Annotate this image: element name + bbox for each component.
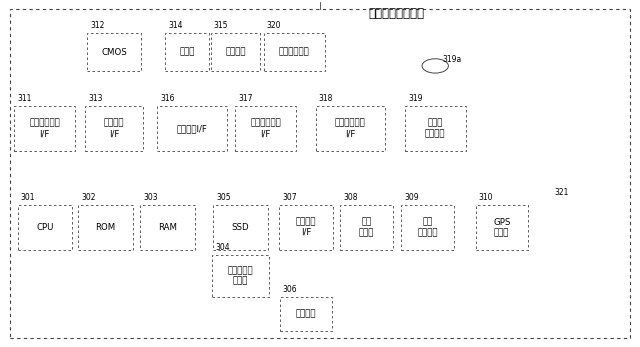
Bar [279, 205, 333, 250]
Text: ROM: ROM [95, 223, 116, 232]
Text: 320: 320 [267, 21, 282, 30]
Text: メディア
I/F: メディア I/F [296, 218, 316, 237]
Text: CPU: CPU [36, 223, 54, 232]
Text: 遠隔会議実施端末: 遠隔会議実施端末 [369, 7, 425, 20]
Text: 音入出カI/F: 音入出カI/F [177, 124, 207, 133]
Text: 撮像素子
I/F: 撮像素子 I/F [104, 119, 124, 138]
Text: 317: 317 [239, 94, 253, 103]
Text: CMOS: CMOS [101, 48, 127, 57]
Text: RAM: RAM [158, 223, 177, 232]
Text: 307: 307 [282, 193, 296, 202]
Bar [165, 33, 209, 71]
Text: 近距離
通信回路: 近距離 通信回路 [425, 119, 445, 138]
Text: フラッシュ
メモリ: フラッシュ メモリ [228, 266, 253, 286]
Text: 319a: 319a [443, 55, 462, 64]
Bar [211, 33, 260, 71]
Text: 操作
ボタン: 操作 ボタン [359, 218, 374, 237]
Bar [212, 255, 269, 297]
Bar [141, 205, 195, 250]
Text: 315: 315 [214, 21, 228, 30]
Bar [280, 297, 332, 331]
Bar [18, 205, 72, 250]
Bar [340, 205, 393, 250]
Bar [85, 106, 143, 151]
Text: 318: 318 [319, 94, 333, 103]
Text: 310: 310 [479, 193, 493, 202]
Bar [79, 205, 133, 250]
Text: 311: 311 [18, 94, 32, 103]
Text: 313: 313 [88, 94, 103, 103]
Text: SSD: SSD [232, 223, 250, 232]
Bar [476, 205, 528, 250]
Text: 321: 321 [555, 188, 569, 197]
Bar [401, 205, 454, 250]
Text: 312: 312 [90, 21, 104, 30]
Text: 305: 305 [216, 193, 231, 202]
Text: スピーカ: スピーカ [225, 48, 246, 57]
Text: 302: 302 [82, 193, 96, 202]
Bar [264, 33, 325, 71]
Text: 308: 308 [344, 193, 358, 202]
Bar [157, 106, 227, 151]
Bar [86, 33, 141, 71]
Text: ディスプレイ
I/F: ディスプレイ I/F [250, 119, 281, 138]
Text: GPS
受信部: GPS 受信部 [493, 218, 511, 237]
Text: 316: 316 [161, 94, 175, 103]
Bar [405, 106, 466, 151]
Text: ディスプレイ: ディスプレイ [279, 48, 310, 57]
Text: 314: 314 [168, 21, 183, 30]
Text: 電源
スイッチ: 電源 スイッチ [417, 218, 438, 237]
Bar [15, 106, 76, 151]
Text: ネットワーク
I/F: ネットワーク I/F [29, 119, 60, 138]
Text: マイク: マイク [179, 48, 195, 57]
Text: 301: 301 [20, 193, 35, 202]
Text: 306: 306 [283, 285, 298, 294]
Bar [214, 205, 268, 250]
Text: 304: 304 [215, 243, 230, 252]
Text: メディア: メディア [296, 310, 316, 319]
Text: 309: 309 [404, 193, 419, 202]
Bar [236, 106, 296, 151]
Text: 303: 303 [144, 193, 158, 202]
Text: 外部機器接続
I/F: 外部機器接続 I/F [335, 119, 365, 138]
Bar [316, 106, 385, 151]
Text: 319: 319 [408, 94, 422, 103]
